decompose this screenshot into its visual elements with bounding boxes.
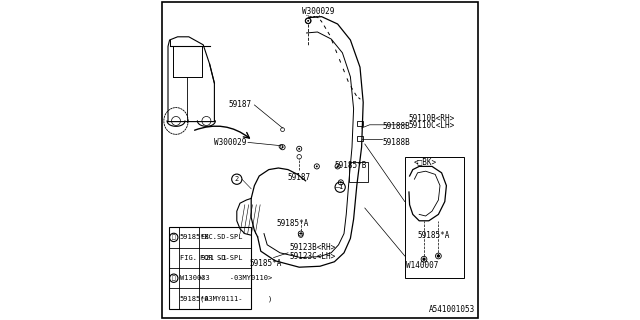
Text: 59185*B: 59185*B [334,161,367,170]
Text: (03MY0111-      ): (03MY0111- ) [200,295,273,302]
Text: 59185*B: 59185*B [179,234,209,240]
FancyBboxPatch shape [169,227,251,309]
FancyBboxPatch shape [161,2,479,318]
Circle shape [298,148,300,150]
Circle shape [307,20,309,22]
FancyBboxPatch shape [349,162,368,182]
Text: 59185*A: 59185*A [417,231,450,240]
Circle shape [438,255,439,257]
Text: <      -03MY0110>: < -03MY0110> [200,275,273,281]
Text: W130033: W130033 [179,275,209,281]
Text: 59123B<RH>: 59123B<RH> [290,244,336,252]
Text: ②: ② [172,276,175,281]
Text: 59185*A: 59185*A [276,220,309,228]
Text: 59110C<LH>: 59110C<LH> [408,121,454,130]
Text: W300029: W300029 [214,138,246,147]
Circle shape [423,258,425,260]
Text: W300029: W300029 [302,7,335,16]
FancyBboxPatch shape [357,136,362,141]
Circle shape [282,146,284,148]
Text: FIG. 921 -1: FIG. 921 -1 [179,255,227,261]
FancyBboxPatch shape [405,157,464,278]
Circle shape [300,233,302,235]
Text: <□BK>: <□BK> [414,157,437,166]
Circle shape [316,165,317,167]
Text: 59187: 59187 [287,173,311,182]
Text: 59188B: 59188B [383,122,410,131]
Text: FOR SD-SPL: FOR SD-SPL [200,255,243,261]
Text: 59188B: 59188B [383,138,410,147]
Text: A541001053: A541001053 [429,305,475,314]
Text: ①: ① [172,235,175,240]
FancyBboxPatch shape [357,121,362,126]
Text: 59185*A: 59185*A [179,296,209,301]
Circle shape [340,181,342,183]
Text: 59110B<RH>: 59110B<RH> [408,114,454,123]
Text: EXC.SD-SPL: EXC.SD-SPL [200,234,243,240]
Text: 1: 1 [338,184,342,190]
Text: 59123C<LH>: 59123C<LH> [290,252,336,261]
Circle shape [337,165,339,167]
Text: 59185*A: 59185*A [250,260,282,268]
Text: 2: 2 [235,176,239,182]
Text: W140007: W140007 [406,261,438,270]
Text: 59187: 59187 [228,100,251,109]
